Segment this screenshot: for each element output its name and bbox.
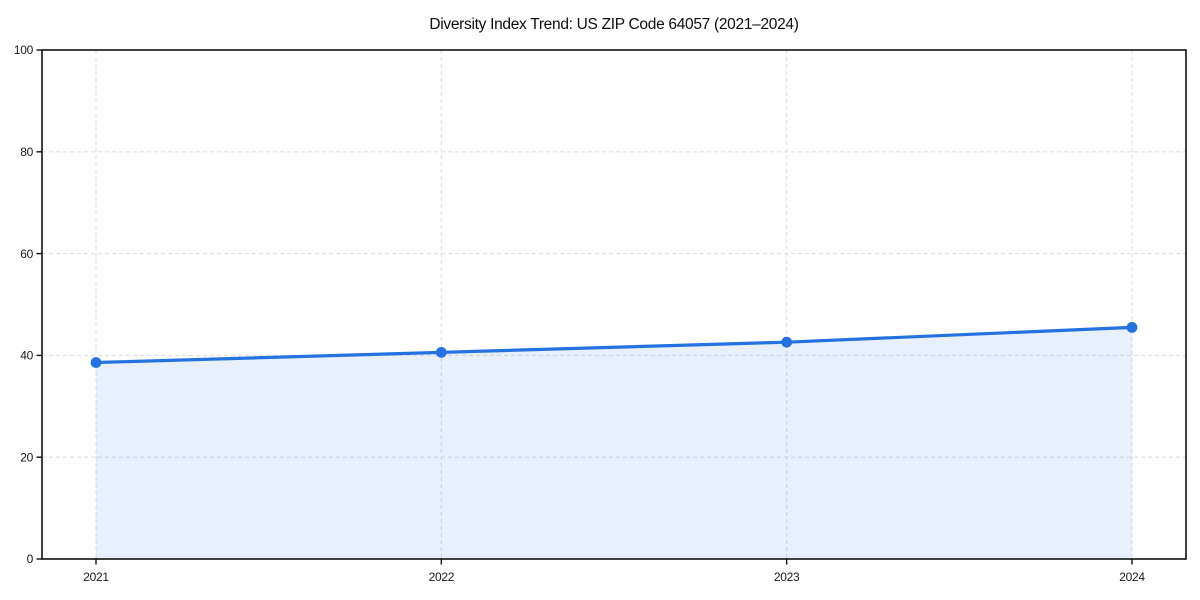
x-tick-label: 2022 (429, 570, 455, 584)
chart-title: Diversity Index Trend: US ZIP Code 64057… (429, 16, 798, 33)
area-fill (96, 327, 1132, 559)
data-point-marker (435, 346, 447, 358)
gridlines-layer (42, 50, 1186, 559)
x-tick-label: 2024 (1119, 570, 1145, 584)
data-series-layer (90, 322, 1138, 559)
y-tick-label: 20 (20, 450, 33, 464)
data-point-marker (781, 336, 793, 348)
data-point-marker (90, 357, 102, 368)
x-tick-label: 2021 (83, 570, 109, 584)
trend-line (94, 325, 1134, 365)
y-tick-label: 100 (14, 43, 34, 57)
y-tick-label: 80 (20, 145, 33, 159)
y-tick-label: 0 (27, 552, 34, 566)
y-tick-label: 60 (20, 247, 33, 261)
x-tick-label: 2023 (774, 570, 800, 584)
y-tick-label: 40 (20, 349, 33, 363)
axes-layer: 0 20 40 60 80 100 2021 2022 2023 2024 (14, 43, 1187, 584)
plot-border (41, 49, 1187, 560)
data-point-marker (1126, 322, 1138, 333)
